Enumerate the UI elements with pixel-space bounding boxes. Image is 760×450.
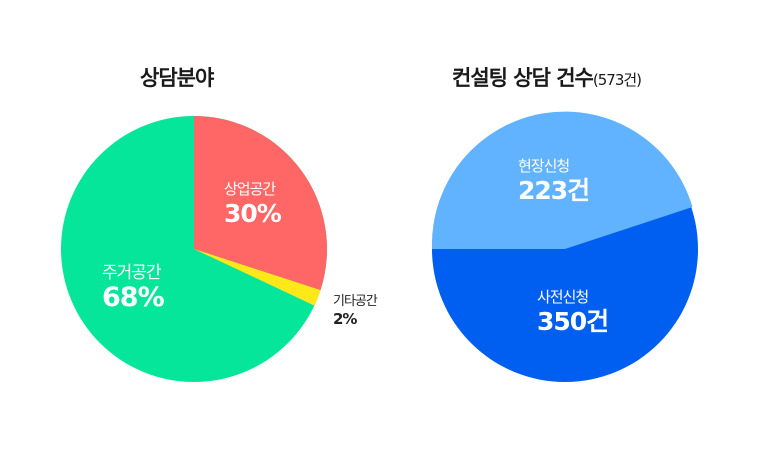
slice-other (194, 249, 321, 306)
right-chart-title: 컨설팅 상담 건수(573건) (452, 62, 642, 92)
left-chart-title: 상담분야 (140, 66, 214, 90)
label-name: 상업공간 (224, 180, 276, 198)
left-pie (61, 116, 328, 382)
right-chart-title-main: 컨설팅 상담 건수 (452, 66, 594, 90)
label-name: 기타공간 (333, 294, 378, 309)
label-value: 68% (102, 282, 165, 313)
label-value: 350건 (537, 307, 609, 336)
slice-commercial (194, 116, 328, 291)
label-name: 주거공간 (102, 263, 162, 283)
right-pie (431, 111, 698, 382)
label-residential: 주거공간 68% (102, 258, 165, 313)
label-value: 2% (333, 310, 357, 328)
label-commercial: 상업공간 30% (224, 178, 282, 229)
label-other: 기타공간 2% (333, 290, 378, 329)
right-chart-total: (573건) (592, 71, 642, 89)
label-name: 현장신청 (518, 157, 570, 175)
label-name: 사전신청 (537, 288, 589, 306)
label-value: 30% (224, 199, 282, 228)
label-onsite: 현장신청 223건 (518, 155, 590, 206)
label-pre: 사전신청 350건 (537, 286, 609, 337)
slice-onsite-application (431, 111, 693, 249)
label-value: 223건 (518, 176, 590, 205)
